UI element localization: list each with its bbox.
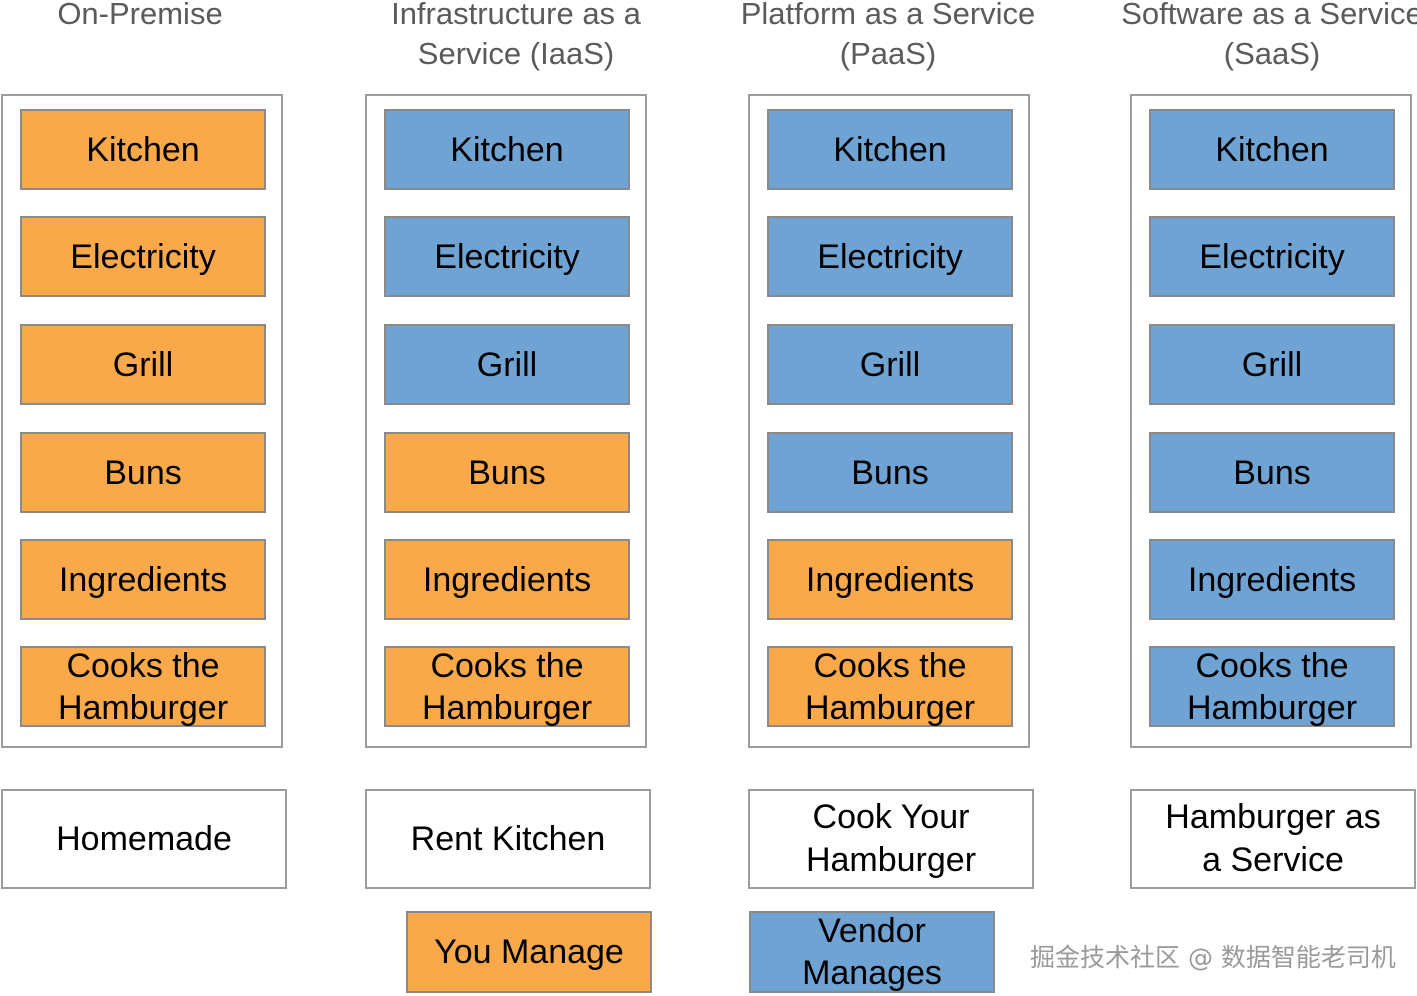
layer-ingredients: Ingredients <box>1149 539 1395 620</box>
layer-electricity: Electricity <box>384 216 630 297</box>
legend-you-manage: You Manage <box>406 911 652 993</box>
layer-grill: Grill <box>384 324 630 405</box>
layer-kitchen: Kitchen <box>1149 109 1395 190</box>
stack-on-premise: Kitchen Electricity Grill Buns Ingredients Co… <box>1 94 283 748</box>
stack-saas: Kitchen Electricity Grill Buns Ingredients Co… <box>1130 94 1412 748</box>
model-cook-your-hamburger: Cook Your Hamburger <box>748 789 1034 889</box>
layer-grill: Grill <box>1149 324 1395 405</box>
layer-cooks-the-hamburger: Cooks the Hamburger <box>20 646 266 727</box>
model-rent-kitchen: Rent Kitchen <box>365 789 651 889</box>
layer-buns: Buns <box>384 432 630 513</box>
layer-buns: Buns <box>767 432 1013 513</box>
layer-kitchen: Kitchen <box>20 109 266 190</box>
layer-kitchen: Kitchen <box>384 109 630 190</box>
layer-ingredients: Ingredients <box>767 539 1013 620</box>
layer-grill: Grill <box>767 324 1013 405</box>
layer-electricity: Electricity <box>20 216 266 297</box>
legend-vendor-manages: Vendor Manages <box>749 911 995 993</box>
layer-electricity: Electricity <box>1149 216 1395 297</box>
layer-grill: Grill <box>20 324 266 405</box>
layer-buns: Buns <box>20 432 266 513</box>
layer-electricity: Electricity <box>767 216 1013 297</box>
stack-iaas: Kitchen Electricity Grill Buns Ingredients Co… <box>365 94 647 748</box>
layer-cooks-the-hamburger: Cooks the Hamburger <box>384 646 630 727</box>
column-title-on-premise: On-Premise <box>57 0 223 31</box>
column-title-paas: Platform as a Service (PaaS) <box>740 0 1036 71</box>
model-hamburger-as-a-service: Hamburger as a Service <box>1130 789 1416 889</box>
layer-cooks-the-hamburger: Cooks the Hamburger <box>1149 646 1395 727</box>
column-title-iaas: Infrastructure as a Service (IaaS) <box>391 0 641 71</box>
layer-ingredients: Ingredients <box>20 539 266 620</box>
stack-paas: Kitchen Electricity Grill Buns Ingredients Co… <box>748 94 1030 748</box>
layer-ingredients: Ingredients <box>384 539 630 620</box>
layer-buns: Buns <box>1149 432 1395 513</box>
column-title-saas: Software as a Service (SaaS) <box>1121 0 1417 71</box>
model-homemade: Homemade <box>1 789 287 889</box>
watermark: 掘金技术社区 @ 数据智能老司机 <box>1030 943 1396 972</box>
layer-kitchen: Kitchen <box>767 109 1013 190</box>
layer-cooks-the-hamburger: Cooks the Hamburger <box>767 646 1013 727</box>
